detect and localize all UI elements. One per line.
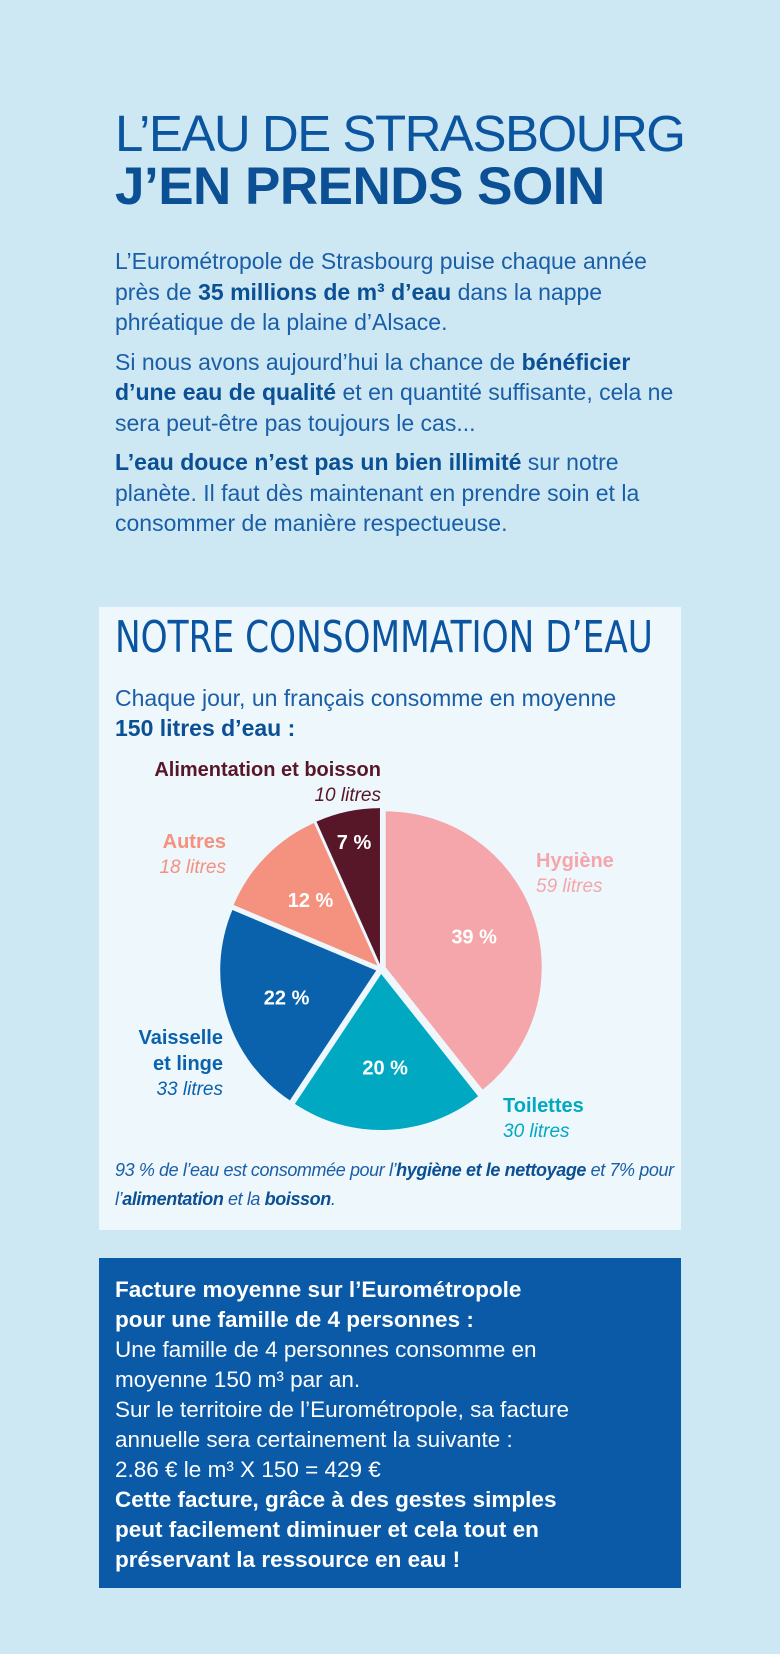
consumption-note: 93 % de l’eau est consommée pour l’hygiè…	[115, 1160, 674, 1209]
bill-closing-3: préservant la ressource en eau !	[115, 1547, 461, 1572]
pie-percent-label: 12 %	[288, 890, 334, 912]
amount-vaisselle: 33 litres	[156, 1079, 223, 1100]
bill-text: Facture moyenne sur l’Eurométropole pour…	[115, 1275, 675, 1575]
pie-slice-autres	[233, 822, 378, 966]
bill-line-5: 2.86 € le m³ X 150 = 429 €	[115, 1457, 381, 1482]
bill-panel	[99, 1258, 681, 1588]
pie-slice-vaisselle-et-linge	[220, 909, 377, 1101]
page-title-line2: J’EN PRENDS SOIN	[115, 157, 605, 216]
pie-percent-label: 7 %	[337, 832, 372, 854]
bill-line-1: Une famille de 4 personnes consomme en	[115, 1337, 537, 1362]
label-autres: Autres	[162, 831, 226, 853]
page-title-line1: L’EAU DE STRASBOURG	[115, 105, 686, 162]
intro-paragraph-3: L’eau douce n’est pas un bien illimité s…	[115, 449, 640, 536]
pie-slice-hygi-ne	[385, 811, 542, 1090]
bill-heading-1: Facture moyenne sur l’Eurométropole	[115, 1277, 522, 1302]
pie-slice-alimentation-et-boisson	[316, 808, 380, 965]
intro-paragraph-2: Si nous avons aujourd’hui la chance de b…	[115, 348, 674, 436]
pie-percent-label: 39 %	[451, 927, 497, 949]
amount-autres: 18 litres	[159, 857, 226, 878]
bill-closing-1: Cette facture, grâce à des gestes simple…	[115, 1487, 557, 1512]
pie-percent-label: 22 %	[264, 987, 310, 1009]
bill-line-3: Sur le territoire de l’Eurométropole, sa…	[115, 1397, 569, 1422]
bill-line-2: moyenne 150 m³ par an.	[115, 1367, 361, 1392]
intro-paragraph-1: L’Eurométropole de Strasbourg puise chaq…	[115, 248, 647, 335]
label-alimentation: Alimentation et boisson	[154, 759, 381, 781]
amount-toilettes: 30 litres	[503, 1121, 570, 1142]
bill-closing-2: peut facilement diminuer et cela tout en	[115, 1517, 539, 1542]
bill-line-4: annuelle sera certainement la suivante :	[115, 1427, 513, 1452]
consumption-subtitle: Chaque jour, un français consomme en moy…	[115, 685, 617, 741]
label-vaisselle: Vaisselle et linge	[138, 1027, 223, 1075]
label-toilettes: Toilettes	[503, 1095, 584, 1117]
amount-alimentation: 10 litres	[314, 785, 381, 806]
bill-heading-2: pour une famille de 4 personnes :	[115, 1307, 474, 1332]
intro-text: L’Eurométropole de Strasbourg puise chaq…	[115, 246, 675, 548]
amount-hygiene: 59 litres	[536, 876, 603, 897]
pie-slice-toilettes	[294, 973, 479, 1130]
label-hygiene: Hygiène	[536, 850, 614, 872]
consumption-title: NOTRE CONSOMMATION D’EAU	[115, 612, 653, 663]
pie-percent-label: 20 %	[362, 1058, 408, 1080]
